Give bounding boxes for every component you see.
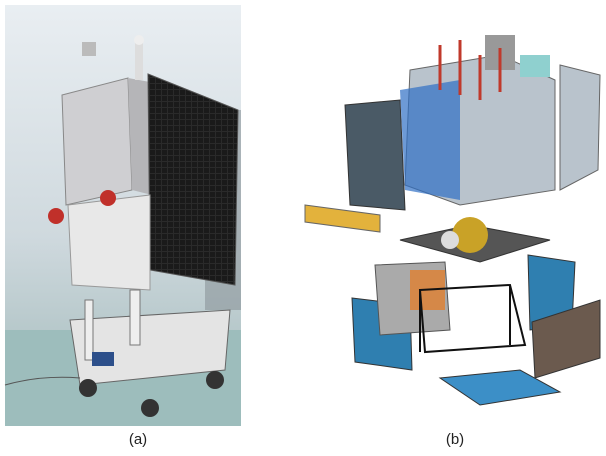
caption: (b) [446,431,464,448]
drawing-b [305,35,600,405]
figure: (a) (b) [0,0,606,456]
caption: (a) [129,431,147,448]
photo-a [5,5,241,426]
